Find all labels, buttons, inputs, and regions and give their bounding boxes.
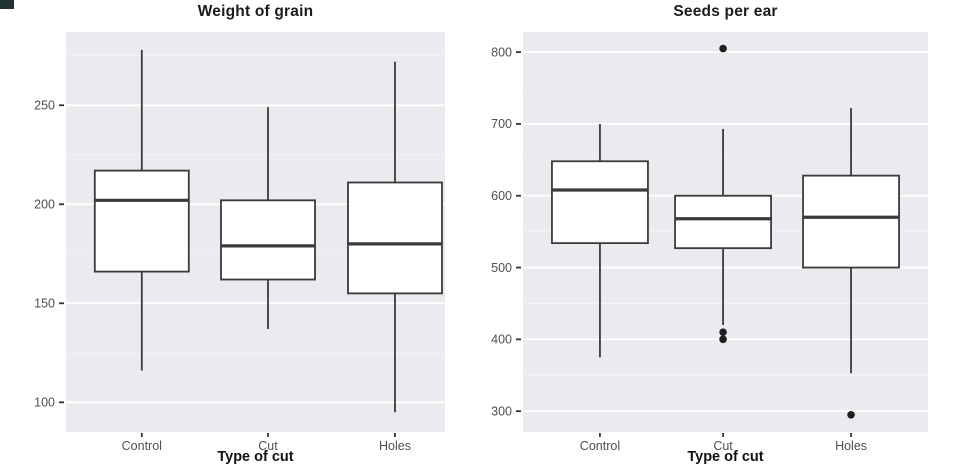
iqr-box — [347, 181, 443, 295]
x-tick-label: Cut — [713, 439, 733, 453]
chart-seeds-per-ear: 300 400 500 600 700 800 Control Cut Holes Seeds … — [484, 0, 968, 475]
y-tick-label: 300 — [491, 404, 512, 418]
boxplot-canvas-0: 100 150 200 250 Control Cut Holes — [34, 32, 445, 453]
chart-title: Seeds per ear — [673, 3, 778, 20]
box-Holes — [347, 61, 443, 413]
y-tick-label: 500 — [491, 261, 512, 275]
iqr-box — [220, 199, 316, 281]
x-tick-label: Control — [580, 439, 620, 453]
outlier-point — [847, 410, 855, 419]
iqr-box — [802, 174, 900, 269]
y-tick-label: 150 — [34, 297, 55, 311]
y-tick-label: 100 — [34, 396, 55, 410]
box-Cut — [674, 44, 772, 344]
x-axis-title: Type of cut — [687, 449, 764, 465]
box-Cut — [220, 107, 316, 330]
x-tick-label: Holes — [379, 439, 411, 453]
boxplot-canvas-1: 300 400 500 600 700 800 Control Cut Holes — [491, 32, 928, 453]
x-tick-label: Control — [122, 439, 162, 453]
y-tick-label: 800 — [491, 45, 512, 59]
y-tick-label: 700 — [491, 117, 512, 131]
y-tick-label: 250 — [34, 99, 55, 113]
box-Control — [551, 123, 649, 358]
y-tick-label: 200 — [34, 198, 55, 212]
y-tick-label: 400 — [491, 333, 512, 347]
iqr-box — [551, 160, 649, 245]
x-axis-title: Type of cut — [217, 449, 294, 465]
box-Holes — [802, 108, 900, 419]
chart-weight-of-grain: 100 150 200 250 Control Cut Holes Weight of gr… — [34, 3, 445, 465]
box-Control — [93, 49, 190, 371]
outlier-point — [719, 44, 727, 53]
outlier-point — [719, 328, 727, 336]
corner-artifact — [0, 0, 14, 9]
outlier-point — [719, 335, 727, 344]
x-tick-label: Holes — [835, 439, 867, 453]
iqr-box — [93, 169, 190, 273]
x-tick-label: Cut — [258, 439, 278, 453]
chart-title: Weight of grain — [197, 3, 314, 20]
y-tick-label: 600 — [491, 189, 512, 203]
iqr-box — [674, 194, 772, 250]
